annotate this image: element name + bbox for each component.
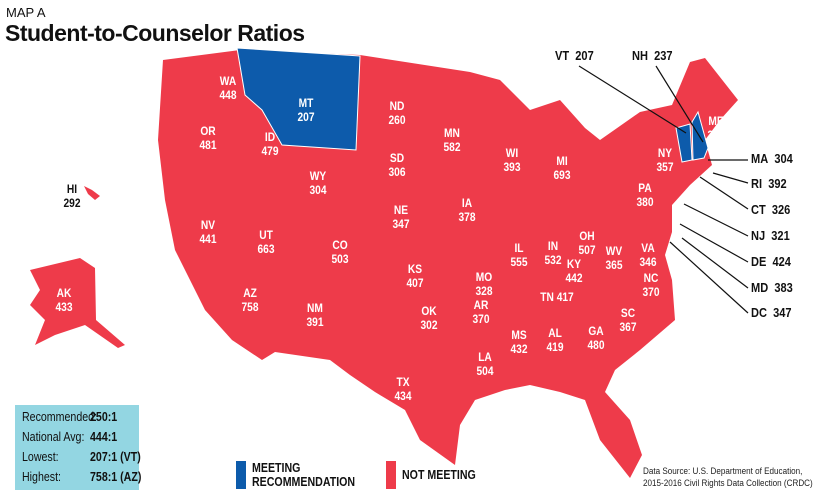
state-label-mn: MN 582	[443, 126, 461, 154]
callout-line-de	[679, 223, 749, 263]
state-label-ny: NY 357	[656, 146, 674, 174]
stat-highest: Highest: 758:1 (AZ)	[22, 470, 142, 484]
legend-swatch-blue	[236, 461, 246, 489]
legend-swatch-red	[386, 461, 396, 489]
state-label-tn: TN 417	[540, 290, 574, 304]
state-label-pa: PA 380	[636, 181, 654, 209]
stat-national-avg: National Avg: 444:1	[22, 430, 118, 444]
state-label-oh: OH 507	[578, 229, 596, 257]
stat-recommended: Recommended: 250:1	[22, 410, 118, 424]
state-label-hi: HI 292	[63, 182, 81, 210]
map-title: Student-to-Counselor Ratios	[5, 20, 305, 46]
callout-ma: MA 304	[751, 151, 793, 166]
montana-shape	[236, 47, 361, 151]
state-label-nv: NV 441	[199, 218, 217, 246]
callout-nj: NJ 321	[751, 228, 790, 243]
contiguous-us-shape	[158, 50, 738, 478]
callout-md: MD 383	[751, 280, 793, 295]
state-label-wi: WI 393	[503, 146, 521, 174]
state-label-ky: KY 442	[565, 257, 583, 285]
state-label-ne: NE 347	[392, 203, 410, 231]
state-label-nm: NM 391	[306, 301, 324, 329]
callout-ct: CT 326	[751, 202, 791, 217]
state-label-ia: IA 378	[458, 196, 476, 224]
alaska-shape	[30, 258, 125, 348]
callout-line-md	[681, 237, 749, 289]
stats-box: Recommended: 250:1 National Avg: 444:1 Low…	[15, 405, 141, 490]
callout-line-nh	[655, 65, 704, 143]
callout-nh: NH 237	[632, 48, 673, 63]
state-label-la: LA 504	[476, 350, 494, 378]
data-source: Data Source: U.S. Department of Educatio…	[643, 466, 813, 488]
state-label-ar: AR 370	[472, 298, 490, 326]
state-label-nd: ND 260	[388, 99, 406, 127]
map-kicker: MAP A	[6, 5, 46, 20]
new-hampshire-shape	[691, 110, 709, 161]
stat-lowest: Lowest: 207:1 (VT)	[22, 450, 141, 464]
hawaii-shape	[84, 186, 100, 200]
state-label-me: ME 303	[707, 114, 725, 142]
state-label-mi: MI 693	[553, 154, 571, 182]
state-label-wy: WY 304	[309, 169, 327, 197]
state-label-nc: NC 370	[642, 271, 660, 299]
vermont-shape	[675, 123, 693, 163]
state-label-az: AZ 758	[241, 286, 259, 314]
state-label-fl: FL 554	[621, 386, 639, 414]
state-label-ok: OK 302	[420, 304, 438, 332]
state-label-mt: MT 207	[297, 96, 315, 124]
state-label-wv: WV 365	[605, 244, 623, 272]
callout-dc: DC 347	[751, 305, 792, 320]
state-label-sd: SD 306	[388, 151, 406, 179]
callout-vt: VT 207	[555, 48, 594, 63]
callout-line-vt	[578, 65, 687, 134]
state-label-or: OR 481	[199, 124, 217, 152]
state-label-co: CO 503	[331, 238, 349, 266]
state-label-il: IL 555	[510, 241, 528, 269]
state-label-sc: SC 367	[619, 306, 637, 334]
callout-line-ri	[712, 172, 749, 184]
state-label-tx: TX 434	[394, 375, 412, 403]
callout-lines	[578, 65, 749, 314]
legend-meeting: MEETING RECOMMENDATION	[236, 461, 373, 489]
state-label-va: VA 346	[639, 241, 657, 269]
state-label-ks: KS 407	[406, 262, 424, 290]
state-label-wa: WA 448	[219, 74, 237, 102]
state-label-ut: UT 663	[257, 228, 275, 256]
state-label-mo: MO 328	[475, 270, 493, 298]
state-label-id: ID 479	[261, 130, 279, 158]
state-label-in: IN 532	[544, 239, 562, 267]
state-label-al: AL 419	[546, 326, 564, 354]
state-label-ak: AK 433	[55, 286, 73, 314]
callout-line-ct	[699, 176, 749, 210]
callout-de: DE 424	[751, 254, 791, 269]
legend-not-meeting: NOT MEETING	[386, 461, 489, 489]
callout-line-nj	[683, 203, 749, 237]
state-label-ga: GA 480	[587, 324, 605, 352]
callout-ri: RI 392	[751, 176, 787, 191]
callout-line-dc	[669, 241, 749, 314]
state-label-ms: MS 432	[510, 328, 528, 356]
